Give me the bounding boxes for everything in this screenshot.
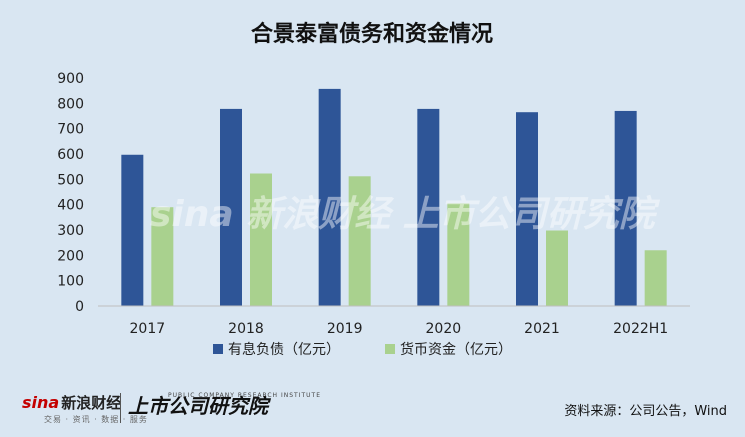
- x-tick-label: 2020: [426, 321, 462, 337]
- y-tick-label: 500: [57, 172, 84, 188]
- bar-interest-bearing-debt-2021: [516, 112, 538, 306]
- y-tick-label: 700: [57, 122, 84, 138]
- bar-cash-2021: [546, 230, 568, 306]
- sina-logo: sina 新浪财经: [22, 392, 121, 413]
- y-tick-label: 200: [57, 248, 84, 264]
- legend-label: 有息负债（亿元）: [228, 341, 340, 358]
- y-tick-label: 300: [57, 223, 84, 239]
- bar-interest-bearing-debt-2020: [417, 108, 440, 306]
- bar-cash-2018: [250, 173, 272, 306]
- bar-interest-bearing-debt-2022H1: [614, 110, 637, 306]
- y-tick-label: 900: [57, 71, 84, 87]
- sina-tagline: 交易 · 资讯 · 数据 · 服务: [44, 415, 148, 424]
- bar-cash-2017: [151, 207, 174, 306]
- bar-cash-2019: [348, 176, 371, 306]
- footer: sina 新浪财经 交易 · 资讯 · 数据 · 服务 PUBLIC COMPAN…: [0, 385, 745, 437]
- y-tick-label: 0: [75, 299, 84, 315]
- bar-cash-2020: [447, 203, 470, 306]
- sina-logo-text: sina: [22, 393, 60, 412]
- bar-interest-bearing-debt-2017: [121, 154, 144, 306]
- y-axis: 0 100 200 300 400 500 600 700 800 900: [57, 71, 84, 315]
- sina-logo-cn: 新浪财经: [61, 394, 122, 412]
- legend-label: 货币资金（亿元）: [400, 341, 512, 358]
- institute-english-name: PUBLIC COMPANY RESEARCH INSTITUTE: [168, 392, 321, 399]
- x-axis: 2017 2018 2019 2020 2021 2022H1: [98, 305, 690, 337]
- x-tick-label: 2019: [327, 321, 363, 337]
- legend: 有息负债（亿元） 货币资金（亿元）: [213, 341, 512, 358]
- institute-logo: 上市公司研究院: [128, 394, 268, 418]
- bar-cash-2022H1: [644, 250, 667, 306]
- x-tick-label: 2022H1: [613, 321, 668, 337]
- bars: [121, 88, 667, 306]
- x-tick-label: 2017: [130, 321, 166, 337]
- legend-swatch: [213, 344, 223, 354]
- y-tick-label: 400: [57, 198, 84, 214]
- bar-interest-bearing-debt-2019: [318, 88, 341, 306]
- legend-swatch: [385, 344, 395, 354]
- x-tick-label: 2021: [524, 321, 560, 337]
- chart-title: 合景泰富债务和资金情况: [251, 21, 493, 47]
- x-tick-label: 2018: [228, 321, 264, 337]
- y-tick-label: 100: [57, 274, 84, 290]
- y-tick-label: 800: [57, 96, 84, 112]
- brand-divider: [120, 393, 121, 423]
- bar-interest-bearing-debt-2018: [220, 108, 242, 306]
- source-note: 资料来源：公司公告，Wind: [564, 404, 727, 419]
- y-tick-label: 600: [57, 147, 84, 163]
- bar-chart: 合景泰富债务和资金情况 0 100 200 300 400 500 600 700 800 900…: [57, 21, 690, 358]
